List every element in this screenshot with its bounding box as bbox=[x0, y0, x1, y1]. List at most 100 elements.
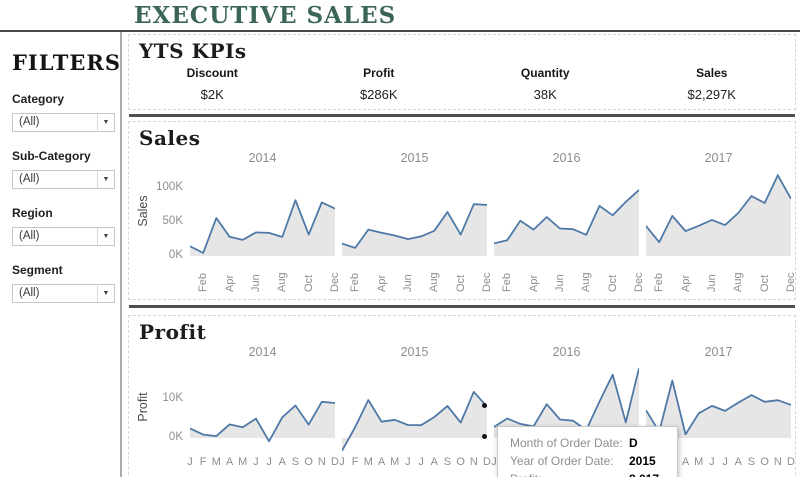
area-line-chart[interactable] bbox=[494, 360, 639, 454]
x-tick-label: M bbox=[211, 456, 221, 468]
x-axis-labels: Feb Apr Jun Aug Oct Dec bbox=[646, 256, 795, 294]
tooltip-value: D bbox=[629, 436, 638, 450]
dropdown-arrow-button[interactable]: ▼ bbox=[97, 171, 114, 188]
kpi-section: YTS KPIs Discount $2K Profit $286K Quantity 3… bbox=[128, 34, 796, 110]
x-tick-label: J bbox=[722, 456, 728, 468]
tooltip-row: Year of Order Date: 2015 bbox=[510, 452, 667, 470]
x-tick-label: Aug bbox=[276, 272, 289, 292]
chevron-down-icon: ▼ bbox=[102, 233, 110, 240]
x-tick-label: O bbox=[304, 456, 313, 468]
page-title: EXECUTIVE SALES bbox=[134, 2, 397, 29]
x-tick-label: Feb bbox=[349, 273, 362, 292]
selected-mark-dot[interactable] bbox=[482, 403, 487, 408]
x-tick-label: Apr bbox=[527, 274, 540, 292]
y-tick-label: 50K bbox=[162, 214, 183, 227]
x-tick-label: Feb bbox=[653, 273, 666, 292]
x-tick-label: S bbox=[291, 456, 300, 468]
x-axis-labels: Feb Apr Jun Aug Oct Dec bbox=[342, 256, 493, 294]
x-tick-label: Aug bbox=[428, 272, 441, 292]
y-tick-label: 100K bbox=[156, 180, 183, 193]
section-divider bbox=[129, 305, 795, 308]
main-content: YTS KPIs Discount $2K Profit $286K Quantity 3… bbox=[128, 34, 796, 477]
area-line-chart[interactable] bbox=[190, 166, 335, 256]
filter-dropdown-region[interactable]: (All) ▼ bbox=[12, 227, 115, 246]
tooltip-row: Month of Order Date: D bbox=[510, 434, 667, 452]
x-tick-label: Apr bbox=[223, 274, 236, 292]
year-panel: 2014 Feb Apr Jun Aug Oct Dec bbox=[190, 150, 341, 294]
x-tick-label: Aug bbox=[732, 272, 745, 292]
sales-chart: 0K 50K 100K Sales 2014 Feb Apr Jun Aug Oct Dec 201… bbox=[129, 150, 795, 294]
dropdown-value: (All) bbox=[19, 230, 40, 242]
year-label: 2016 bbox=[552, 151, 581, 165]
x-tick-label: A bbox=[377, 456, 386, 468]
x-tick-label: Oct bbox=[758, 274, 771, 292]
x-tick-label: Dec bbox=[633, 272, 645, 292]
profit-section: Profit 0K 10K Profit 2014 J F M A M J J A S O N D 2015 J… bbox=[128, 315, 796, 477]
kpi-quantity: Quantity 38K bbox=[462, 66, 629, 102]
y-tick-label: 0K bbox=[168, 249, 183, 261]
x-tick-label: D bbox=[787, 456, 795, 468]
x-axis-labels: Feb Apr Jun Aug Oct Dec bbox=[190, 256, 341, 294]
x-tick-label: A bbox=[734, 456, 742, 468]
area-line-chart[interactable] bbox=[342, 166, 487, 256]
x-tick-label: Jun bbox=[401, 274, 414, 292]
kpi-profit: Profit $286K bbox=[296, 66, 463, 102]
x-tick-label: J bbox=[339, 456, 345, 468]
x-tick-label: J bbox=[491, 456, 497, 468]
year-panel: 2014 J F M A M J J A S O N D bbox=[187, 344, 339, 470]
x-tick-label: J bbox=[418, 456, 424, 468]
y-axis-title: Sales bbox=[136, 195, 150, 227]
tooltip-label: Profit: bbox=[510, 471, 629, 477]
x-tick-label: N bbox=[773, 456, 782, 468]
year-label: 2016 bbox=[552, 345, 581, 359]
dropdown-value: (All) bbox=[19, 116, 40, 128]
area-line-chart[interactable] bbox=[494, 166, 639, 256]
dropdown-arrow-button[interactable]: ▼ bbox=[97, 285, 114, 302]
filter-label: Category bbox=[12, 92, 65, 106]
y-tick-label: 10K bbox=[162, 392, 183, 404]
y-tick-label: 0K bbox=[168, 431, 183, 443]
x-tick-label: Dec bbox=[785, 272, 796, 292]
filter-dropdown-category[interactable]: (All) ▼ bbox=[12, 113, 115, 132]
area-line-chart[interactable] bbox=[342, 360, 487, 454]
x-tick-label: D bbox=[483, 456, 491, 468]
x-tick-label: F bbox=[199, 456, 207, 468]
kpi-label: Quantity bbox=[520, 66, 570, 80]
filter-group: Category (All) ▼ bbox=[12, 92, 115, 132]
filter-dropdown-sub-category[interactable]: (All) ▼ bbox=[12, 170, 115, 189]
filter-label: Sub-Category bbox=[12, 149, 91, 163]
x-tick-label: M bbox=[390, 456, 400, 468]
selected-mark-dot[interactable] bbox=[482, 434, 487, 439]
x-tick-label: N bbox=[469, 456, 478, 468]
dropdown-arrow-button[interactable]: ▼ bbox=[97, 228, 114, 245]
profit-chart: 0K 10K Profit 2014 J F M A M J J A S O N D 2015 J F M A M J J A… bbox=[129, 344, 795, 470]
x-tick-label: J bbox=[253, 456, 259, 468]
kpi-sales: Sales $2,297K bbox=[629, 66, 796, 102]
area-line-chart[interactable] bbox=[190, 360, 335, 454]
x-tick-label: Jun bbox=[705, 274, 718, 292]
dropdown-arrow-button[interactable]: ▼ bbox=[97, 114, 114, 131]
year-panel: 2015 J F M A M J J A S O N D bbox=[339, 344, 491, 470]
filter-label: Region bbox=[12, 206, 53, 220]
y-axis-title: Profit bbox=[136, 392, 150, 422]
kpi-value: 38K bbox=[533, 87, 557, 102]
x-tick-label: Apr bbox=[375, 274, 388, 292]
kpi-discount: Discount $2K bbox=[129, 66, 296, 102]
filter-list: Category (All) ▼ Sub-Category (All) ▼ Region (A… bbox=[12, 92, 115, 303]
section-divider bbox=[129, 114, 795, 117]
kpi-row: Discount $2K Profit $286K Quantity 38K Sales $2… bbox=[129, 66, 795, 102]
x-tick-label: M bbox=[238, 456, 248, 468]
x-tick-label: J bbox=[709, 456, 715, 468]
x-tick-label: J bbox=[187, 456, 193, 468]
x-tick-label: J bbox=[405, 456, 411, 468]
x-tick-label: Aug bbox=[580, 272, 593, 292]
x-tick-label: Jun bbox=[249, 274, 262, 292]
x-tick-label: Oct bbox=[302, 274, 315, 292]
sidebar-divider bbox=[120, 32, 122, 477]
area-line-chart[interactable] bbox=[646, 166, 791, 256]
x-tick-label: M bbox=[694, 456, 704, 468]
filter-dropdown-segment[interactable]: (All) ▼ bbox=[12, 284, 115, 303]
area-line-chart[interactable] bbox=[646, 360, 791, 454]
